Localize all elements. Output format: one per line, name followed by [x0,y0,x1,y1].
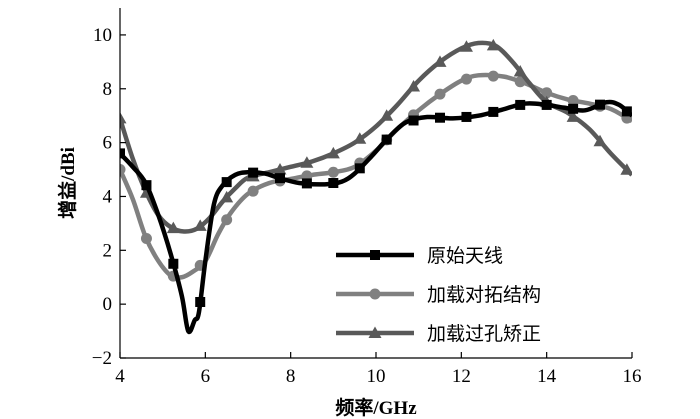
data-point [300,156,314,168]
data-point [328,178,339,188]
series-line [120,99,632,335]
legend-marker [369,288,381,300]
data-point [195,297,206,307]
data-point [620,163,632,175]
x-tick-label: 6 [201,366,211,387]
data-point [193,219,207,231]
data-point [301,178,312,189]
data-point [381,134,392,145]
y-tick-label: 10 [93,25,112,46]
data-point [168,258,179,269]
legend-entry: 加载对拓结构 [336,284,541,306]
data-point [459,40,473,52]
data-point [541,87,553,99]
legend-marker [370,250,380,260]
x-tick-label: 10 [367,366,386,387]
series-2 [120,70,632,282]
y-tick-label: −2 [92,348,112,369]
data-point [275,173,285,184]
data-point [166,221,180,234]
data-point [486,38,500,51]
y-tick-label: 0 [103,294,113,315]
data-point [221,177,232,188]
data-point [515,99,526,110]
data-point [248,167,259,178]
data-point [220,190,234,203]
y-tick-label: 6 [103,133,113,154]
data-point [593,134,607,147]
data-point [541,99,552,110]
y-axis-title: 增益/dBi [56,147,79,219]
data-point [407,80,421,92]
data-point [460,73,472,85]
legend-entry: 原始天线 [336,245,503,267]
data-point [408,115,419,126]
data-point [140,232,152,244]
legend-marker [368,326,382,338]
data-point [326,146,340,159]
data-point [513,65,527,77]
legend-entry: 加载过孔矫正 [336,323,541,345]
data-point [434,88,446,100]
plot-area [120,38,632,335]
series-1 [120,99,632,335]
data-point [120,111,127,124]
data-point [327,166,339,178]
data-point [273,163,287,175]
data-point [353,132,367,144]
data-point [621,106,632,117]
legend-label: 原始天线 [427,245,503,267]
data-point [461,111,472,122]
data-point [488,106,499,117]
data-point [247,185,259,197]
data-point [433,55,447,67]
x-tick-label: 4 [115,366,125,387]
series-line [120,40,632,234]
x-axis-title: 频率/GHz [335,396,417,419]
data-point [380,109,394,121]
data-point [487,70,499,82]
y-tick-label: 2 [103,240,113,261]
data-point [435,112,445,123]
x-tick-label: 14 [537,366,557,387]
data-point [221,214,233,226]
x-tick-label: 8 [286,366,296,387]
data-point [354,163,365,174]
x-tick-label: 16 [623,366,642,387]
y-tick-label: 8 [103,79,113,100]
data-point [120,164,126,176]
y-tick-label: 4 [103,186,113,207]
series-3 [120,38,632,234]
data-point [568,103,579,114]
data-point [514,76,526,88]
data-point [595,99,605,110]
legend-label: 加载过孔矫正 [427,323,541,345]
data-point [141,180,152,191]
data-point [567,95,579,107]
axes: 4 6 8 10 12 14 16 −2 0 2 4 6 8 10 [92,8,642,387]
x-tick-label: 12 [452,366,471,387]
data-point [120,148,125,159]
legend-label: 加载对拓结构 [427,284,541,306]
data-point [566,110,580,122]
